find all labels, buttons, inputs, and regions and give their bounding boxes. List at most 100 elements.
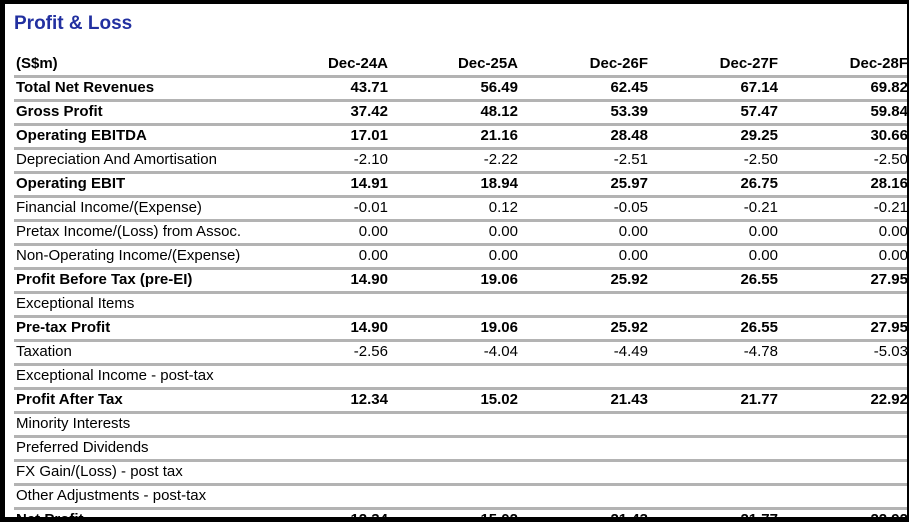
row-value: -2.56 bbox=[353, 343, 388, 360]
row-value: 0.00 bbox=[618, 247, 648, 264]
row-value: 12.34 bbox=[350, 511, 388, 522]
row-value: 15.02 bbox=[480, 511, 518, 522]
row-value: 0.00 bbox=[878, 247, 908, 264]
row-value: 14.90 bbox=[350, 271, 388, 288]
row-label: Profit After Tax bbox=[16, 391, 123, 408]
table-row: Exceptional Items bbox=[14, 292, 907, 317]
row-value: 57.47 bbox=[740, 103, 778, 120]
row-value: -2.50 bbox=[873, 151, 908, 168]
row-value: 19.06 bbox=[480, 319, 518, 336]
row-value bbox=[390, 365, 520, 389]
row-value: 69.82 bbox=[870, 79, 908, 96]
row-value bbox=[650, 437, 780, 461]
row-value bbox=[780, 461, 907, 485]
row-label: Total Net Revenues bbox=[16, 79, 155, 96]
row-value: 29.25 bbox=[740, 127, 778, 144]
row-value: 27.95 bbox=[870, 319, 908, 336]
row-value bbox=[520, 413, 650, 437]
row-value: 25.97 bbox=[610, 175, 648, 192]
row-value: 18.94 bbox=[480, 175, 518, 192]
row-label: FX Gain/(Loss) - post tax bbox=[16, 463, 183, 480]
row-value bbox=[260, 485, 390, 509]
row-value bbox=[650, 365, 780, 389]
row-value: 25.92 bbox=[610, 271, 648, 288]
row-value: -4.78 bbox=[743, 343, 778, 360]
row-label: Operating EBITDA bbox=[16, 127, 147, 144]
table-row: Pretax Income/(Loss) from Assoc. 0.00 0.00… bbox=[14, 220, 908, 245]
column-header: Dec-28F bbox=[849, 55, 908, 72]
row-value bbox=[520, 437, 650, 461]
row-value bbox=[780, 293, 907, 317]
table-row: Preferred Dividends bbox=[14, 436, 907, 461]
row-value: 48.12 bbox=[480, 103, 518, 120]
row-value bbox=[520, 461, 650, 485]
table-row: Depreciation And Amortisation -2.10 -2.22 -… bbox=[14, 148, 908, 173]
table-row: Operating EBITDA 17.01 21.16 28.48 29.25 30.6… bbox=[14, 124, 908, 149]
row-label: Operating EBIT bbox=[16, 175, 126, 192]
row-value: 26.75 bbox=[740, 175, 778, 192]
row-value: -0.01 bbox=[353, 199, 388, 216]
row-value bbox=[390, 293, 520, 317]
row-value: 0.00 bbox=[748, 247, 778, 264]
row-value: -4.04 bbox=[483, 343, 518, 360]
row-label: Pre-tax Profit bbox=[16, 319, 111, 336]
table-row: Financial Income/(Expense) -0.01 0.12 -0.05… bbox=[14, 196, 907, 221]
row-value bbox=[650, 413, 780, 437]
row-value bbox=[780, 437, 907, 461]
row-value bbox=[260, 437, 390, 461]
row-value: 26.55 bbox=[740, 271, 778, 288]
row-value: 30.66 bbox=[870, 127, 908, 144]
row-label: Profit Before Tax (pre-EI) bbox=[16, 271, 193, 288]
row-value: 21.43 bbox=[610, 511, 648, 522]
row-value: -0.05 bbox=[613, 199, 648, 216]
row-value: 21.77 bbox=[740, 391, 778, 408]
row-value bbox=[780, 365, 907, 389]
row-value: -2.51 bbox=[613, 151, 648, 168]
row-value: 0.00 bbox=[748, 223, 778, 240]
row-value: 0.00 bbox=[358, 247, 388, 264]
table-row: Exceptional Income - post-tax bbox=[14, 364, 907, 389]
row-value bbox=[520, 485, 650, 509]
row-value: 12.34 bbox=[350, 391, 388, 408]
table-row: FX Gain/(Loss) - post tax bbox=[14, 460, 907, 485]
row-value bbox=[520, 293, 650, 317]
row-value: 21.16 bbox=[480, 127, 518, 144]
row-value: 17.01 bbox=[350, 127, 388, 144]
page-title: Profit & Loss bbox=[14, 13, 133, 34]
row-value: 59.84 bbox=[870, 103, 908, 120]
row-value: 25.92 bbox=[610, 319, 648, 336]
row-value: -2.10 bbox=[353, 151, 388, 168]
row-value bbox=[260, 365, 390, 389]
table-row: Other Adjustments - post-tax bbox=[14, 484, 907, 509]
row-value: 0.00 bbox=[878, 223, 908, 240]
row-value: 27.95 bbox=[870, 271, 908, 288]
row-value: -5.03 bbox=[873, 343, 908, 360]
row-value: 22.92 bbox=[870, 391, 908, 408]
row-value: 14.90 bbox=[350, 319, 388, 336]
table-row: Operating EBIT 14.91 18.94 25.97 26.75 28.16 bbox=[14, 172, 908, 197]
row-value: 62.45 bbox=[610, 79, 648, 96]
row-value bbox=[260, 413, 390, 437]
table-row: Non-Operating Income/(Expense) 0.00 0.00 0.… bbox=[14, 244, 908, 269]
row-value bbox=[520, 365, 650, 389]
table-row: Minority Interests bbox=[14, 412, 907, 437]
column-header: Dec-26F bbox=[589, 55, 648, 72]
row-value: 28.16 bbox=[870, 175, 908, 192]
row-label: Minority Interests bbox=[16, 415, 131, 432]
table-row: Profit Before Tax (pre-EI) 14.90 19.06 25.9… bbox=[14, 268, 908, 293]
row-label: Exceptional Items bbox=[16, 295, 135, 312]
row-label: Gross Profit bbox=[16, 103, 103, 120]
row-value: 21.43 bbox=[610, 391, 648, 408]
table-row: Total Net Revenues 43.71 56.49 62.45 67.14 69… bbox=[14, 76, 908, 101]
row-value: 0.00 bbox=[488, 223, 518, 240]
row-label: Other Adjustments - post-tax bbox=[16, 487, 207, 504]
row-value: 14.91 bbox=[350, 175, 388, 192]
row-value: 0.00 bbox=[618, 223, 648, 240]
row-value: 56.49 bbox=[480, 79, 518, 96]
column-header: Dec-25A bbox=[457, 55, 518, 72]
row-label: Taxation bbox=[16, 343, 72, 360]
table-row: Taxation -2.56 -4.04 -4.49 -4.78 -5.03 bbox=[14, 340, 908, 365]
row-value bbox=[650, 461, 780, 485]
row-value bbox=[260, 293, 390, 317]
